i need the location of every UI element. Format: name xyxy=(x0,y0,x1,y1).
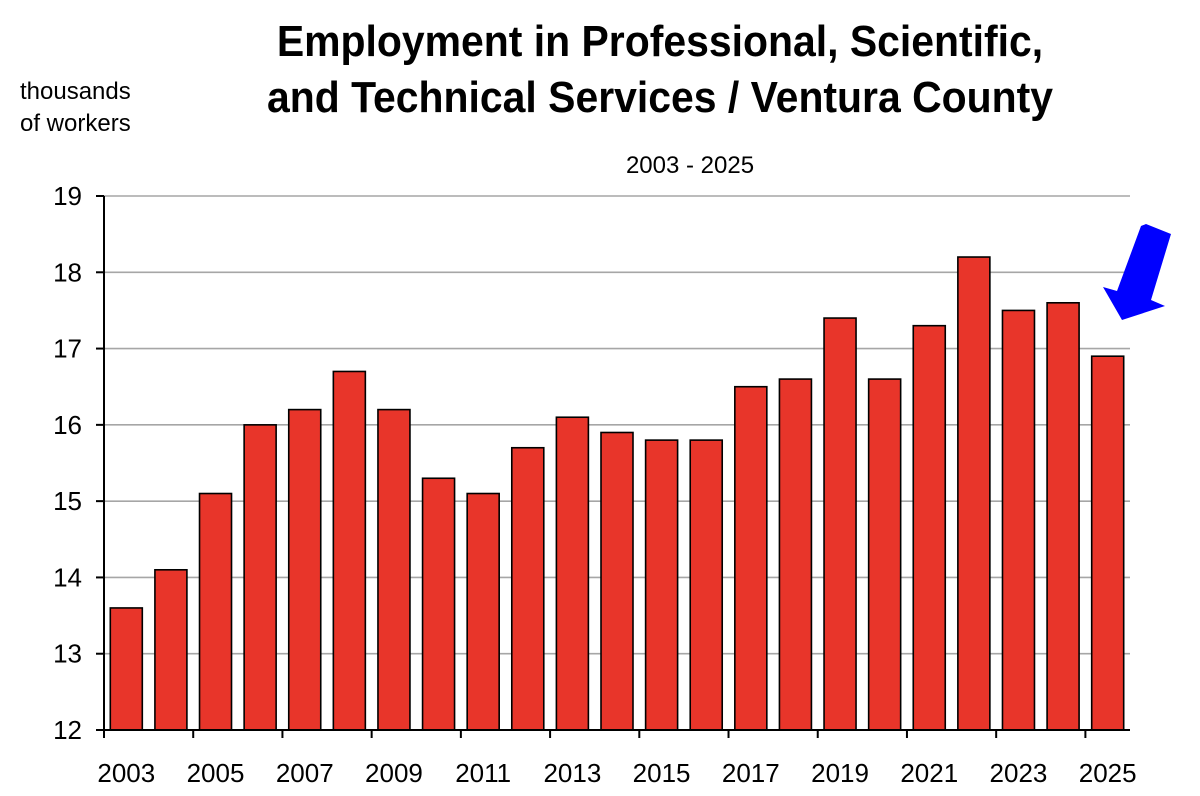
bar-2023 xyxy=(1001,309,1036,731)
bar-2005 xyxy=(198,492,233,731)
chart-subtitle: 2003 - 2025 xyxy=(625,152,755,179)
bar-2025 xyxy=(1090,355,1125,731)
bar-2003 xyxy=(109,607,144,731)
bar-2024 xyxy=(1046,301,1080,731)
x-tick-label: 2017 xyxy=(722,758,780,788)
bar-2022 xyxy=(957,256,991,731)
x-tick-label: 2011 xyxy=(455,758,511,788)
x-tick-label: 2003 xyxy=(97,758,155,788)
bar-2015 xyxy=(644,439,679,731)
chart-title-line-2: and Technical Services / Ventura County xyxy=(266,73,1054,122)
down-arrow-icon xyxy=(1103,224,1171,320)
x-tick-label: 2015 xyxy=(633,758,691,788)
y-tick-labels: 12 13 14 15 16 17 18 19 xyxy=(53,181,82,745)
y-tick-label: 18 xyxy=(53,257,82,287)
bar-2007 xyxy=(287,408,322,731)
y-tick-label: 16 xyxy=(53,410,82,440)
y-tick-label: 12 xyxy=(53,715,82,745)
bar-2011 xyxy=(466,492,500,731)
x-tick-label: 2021 xyxy=(900,758,958,788)
bar-2008 xyxy=(332,370,367,731)
x-tick-label: 2013 xyxy=(543,758,601,788)
bar-2016 xyxy=(689,439,724,731)
bar-2021 xyxy=(912,324,947,731)
bar-2012 xyxy=(510,446,545,731)
bar-2020 xyxy=(867,378,902,731)
x-tick-label: 2005 xyxy=(187,758,245,788)
y-tick-label: 19 xyxy=(53,181,82,211)
axes xyxy=(103,196,1130,738)
y-tick-label: 14 xyxy=(53,562,82,592)
x-tick-label: 2023 xyxy=(990,758,1048,788)
chart-title: Employment in Professional, Scientific, … xyxy=(195,14,1125,126)
bar-2018 xyxy=(778,378,813,731)
x-tick-labels: 2003 2005 2007 2009 2011 2013 2015 2017 2019 2021… xyxy=(97,758,1136,788)
x-tick-label: 2025 xyxy=(1079,758,1137,788)
y-axis-label-line-1: thousands xyxy=(20,78,131,105)
bar-2017 xyxy=(734,385,768,731)
chart-title-line-1: Employment in Professional, Scientific, xyxy=(276,17,1044,66)
bar-2013 xyxy=(555,416,590,731)
bar-2004 xyxy=(154,568,188,731)
x-tick-label: 2009 xyxy=(365,758,423,788)
x-tick-label: 2019 xyxy=(811,758,869,788)
x-tick-label: 2007 xyxy=(276,758,334,788)
bars xyxy=(109,256,1125,731)
bar-2010 xyxy=(421,477,456,731)
bar-2014 xyxy=(600,431,634,731)
bar-2006 xyxy=(243,424,277,731)
y-axis-label-line-2: of workers xyxy=(20,110,131,137)
y-axis-label: thousands of workers xyxy=(20,76,131,140)
y-tick-label: 13 xyxy=(53,639,82,669)
y-tick-label: 17 xyxy=(53,334,82,364)
bar-2009 xyxy=(377,408,411,731)
bar-2019 xyxy=(823,317,857,731)
y-tick-label: 15 xyxy=(53,486,82,516)
